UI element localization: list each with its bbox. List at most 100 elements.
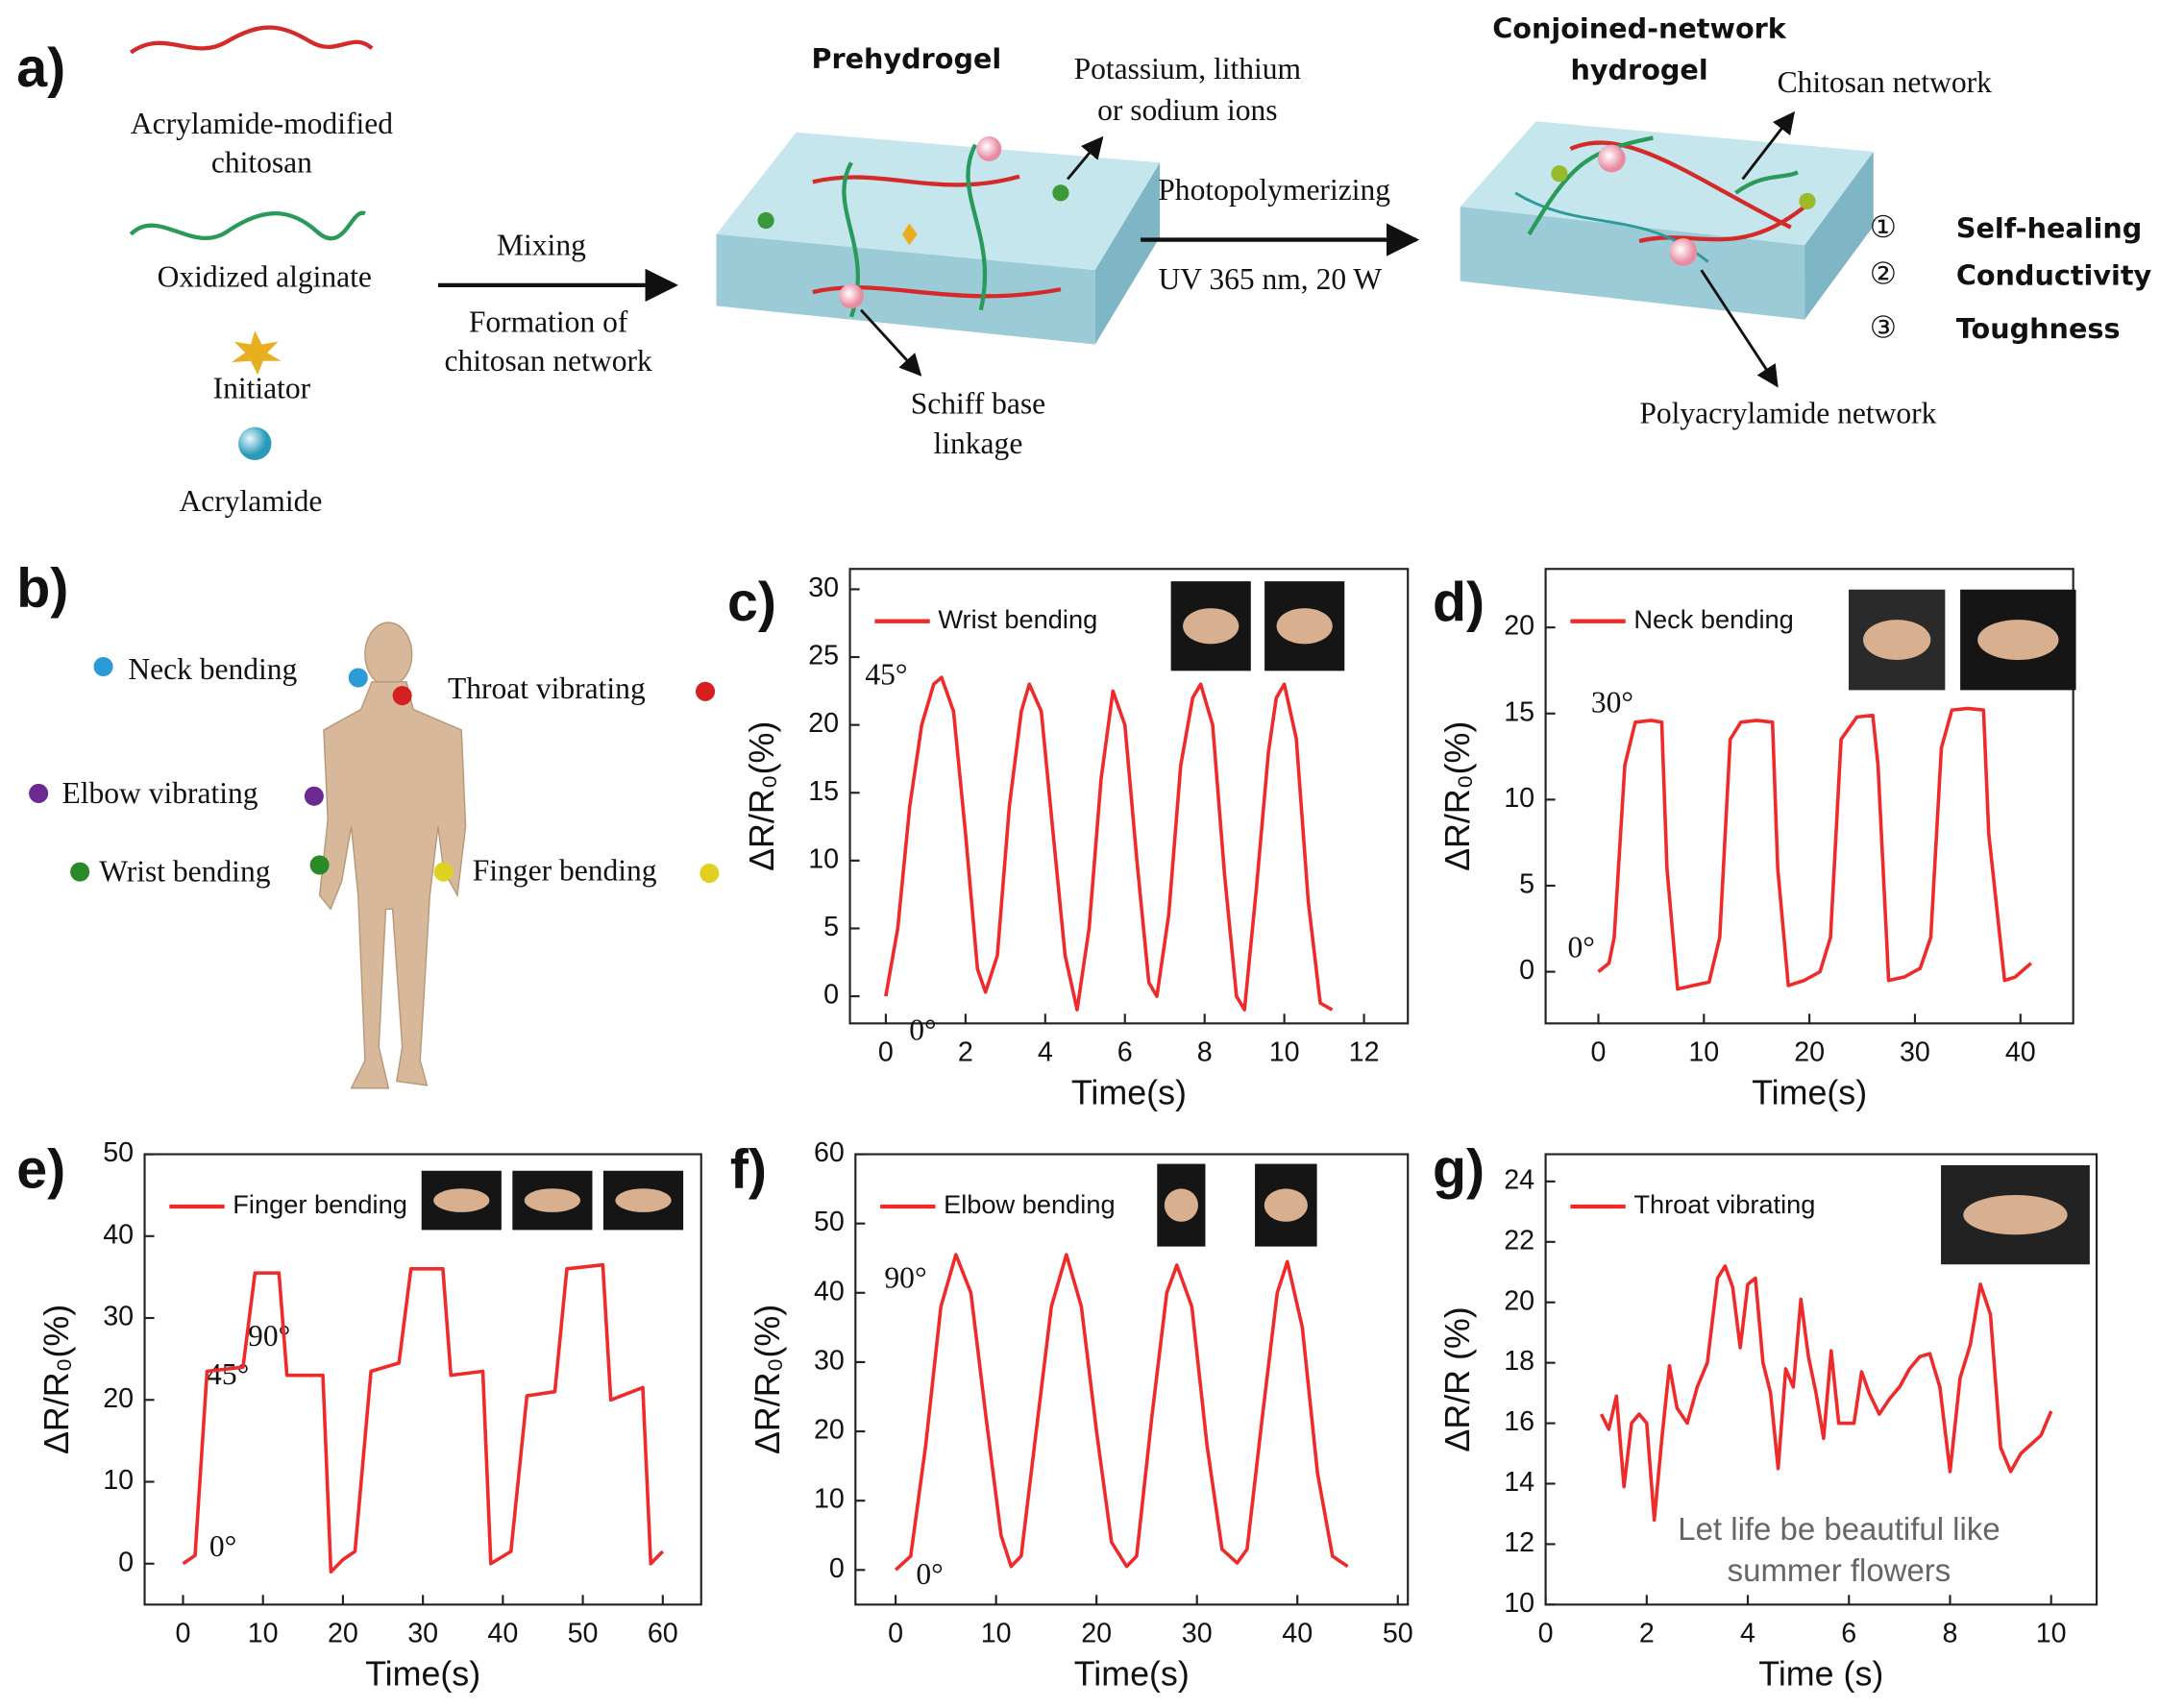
annotation: 0° <box>209 1529 236 1563</box>
y-tick-label: 24 <box>1504 1164 1534 1195</box>
y-tick-label: 60 <box>814 1137 845 1168</box>
y-tick-label: 0 <box>829 1553 845 1584</box>
site-dot <box>70 862 90 882</box>
y-tick-label: 20 <box>1504 611 1534 642</box>
panel-label: g) <box>1433 1139 1485 1201</box>
y-tick-label: 30 <box>808 573 839 603</box>
y-tick-label: 10 <box>808 843 839 874</box>
y-tick-label: 20 <box>103 1383 134 1414</box>
y-tick-label: 50 <box>814 1207 845 1237</box>
label: Initiator <box>213 372 311 405</box>
x-tick-label: 40 <box>2005 1037 2036 1067</box>
x-tick-label: 0 <box>878 1037 894 1067</box>
inset-photo-subject <box>615 1188 672 1212</box>
scheme-graphics <box>129 25 1874 460</box>
property-marker: ③ <box>1870 310 1897 344</box>
x-tick-label: 50 <box>568 1618 599 1648</box>
label: Mixing <box>497 228 586 261</box>
x-tick-label: 0 <box>176 1618 191 1648</box>
legend-label: Wrist bending <box>938 604 1097 634</box>
site-label: Elbow vibrating <box>62 776 258 810</box>
x-tick-label: 8 <box>1943 1618 1958 1648</box>
annotation: 0° <box>909 1013 936 1047</box>
label: Oxidized alginate <box>158 259 372 293</box>
y-tick-label: 10 <box>1504 783 1534 814</box>
x-tick-label: 0 <box>888 1618 903 1648</box>
y-tick-label: 22 <box>1504 1225 1534 1256</box>
site-dot <box>696 681 716 701</box>
y-tick-label: 5 <box>1519 869 1534 900</box>
title: Prehydrogel <box>811 42 1001 75</box>
panel-label: a) <box>16 37 65 99</box>
label: Acrylamide-modified <box>131 107 393 140</box>
x-tick-label: 4 <box>1038 1037 1053 1067</box>
label: linkage <box>934 427 1023 460</box>
y-tick-label: 16 <box>1504 1406 1534 1437</box>
x-tick-label: 0 <box>1591 1037 1607 1067</box>
human-figure <box>318 622 467 1089</box>
site-dot <box>348 668 368 688</box>
x-axis-label: Time(s) <box>1752 1073 1867 1111</box>
y-tick-label: 30 <box>103 1302 134 1332</box>
y-tick-label: 40 <box>103 1219 134 1250</box>
annotation: 0° <box>916 1557 943 1591</box>
inset-photo-subject <box>1977 620 2059 660</box>
x-tick-label: 60 <box>648 1618 678 1648</box>
data-line <box>1597 706 2032 991</box>
annotation: 45° <box>865 658 907 692</box>
property-marker: ① <box>1870 210 1897 244</box>
y-tick-label: 14 <box>1504 1467 1534 1498</box>
panel-label: e) <box>16 1139 65 1201</box>
label: Potassium, lithium <box>1074 52 1302 85</box>
site-dot <box>29 783 49 803</box>
site-label: Neck bending <box>128 652 297 686</box>
panel-label: f) <box>730 1139 767 1201</box>
inset-photo-subject <box>1863 620 1931 660</box>
panel-label: c) <box>727 572 776 633</box>
label: Chitosan network <box>1778 65 1993 99</box>
x-tick-label: 4 <box>1740 1618 1755 1648</box>
inset-photo-subject <box>524 1188 581 1212</box>
x-tick-label: 6 <box>1841 1618 1856 1648</box>
x-tick-label: 40 <box>487 1618 518 1648</box>
x-tick-label: 10 <box>981 1618 1012 1648</box>
annotation: 90° <box>884 1261 926 1295</box>
x-tick-label: 10 <box>2036 1618 2067 1648</box>
inset-photo-subject <box>1264 1188 1308 1222</box>
label: or sodium ions <box>1097 93 1277 127</box>
y-axis-label: ΔR/R₀(%) <box>743 721 781 871</box>
x-tick-label: 2 <box>958 1037 973 1067</box>
x-tick-label: 0 <box>1538 1618 1554 1648</box>
x-axis-label: Time(s) <box>1074 1654 1190 1693</box>
x-tick-label: 2 <box>1639 1618 1655 1648</box>
y-tick-label: 18 <box>1504 1346 1534 1377</box>
annotation: 0° <box>1568 931 1595 964</box>
x-tick-label: 10 <box>1269 1037 1300 1067</box>
y-axis-label: ΔR/R₀(%) <box>37 1305 76 1454</box>
y-tick-label: 20 <box>1504 1285 1534 1316</box>
label: chitosan network <box>444 344 652 378</box>
site-dot <box>392 686 412 706</box>
x-tick-label: 8 <box>1197 1037 1213 1067</box>
property-marker: ② <box>1870 257 1897 291</box>
site-dot <box>304 786 324 806</box>
y-tick-label: 40 <box>814 1276 845 1306</box>
y-axis-label: ΔR/R₀(%) <box>749 1305 787 1454</box>
legend-label: Elbow bending <box>944 1189 1116 1219</box>
y-tick-label: 20 <box>808 708 839 739</box>
x-tick-label: 30 <box>1900 1037 1930 1067</box>
x-axis-label: Time (s) <box>1758 1654 1883 1693</box>
legend-label: Neck bending <box>1633 604 1793 634</box>
label: Polyacrylamide network <box>1639 396 1936 429</box>
data-line <box>884 675 1334 1012</box>
x-tick-label: 10 <box>1688 1037 1719 1067</box>
y-tick-label: 15 <box>1504 696 1534 727</box>
data-line <box>894 1253 1349 1572</box>
data-line <box>1599 1264 2053 1523</box>
y-tick-label: 20 <box>814 1415 845 1446</box>
data-line <box>182 1262 665 1574</box>
x-tick-label: 30 <box>1182 1618 1213 1648</box>
property: Self-healing <box>1956 212 2143 245</box>
y-tick-label: 25 <box>808 641 839 671</box>
y-axis-label: ΔR/R (%) <box>1438 1306 1477 1452</box>
